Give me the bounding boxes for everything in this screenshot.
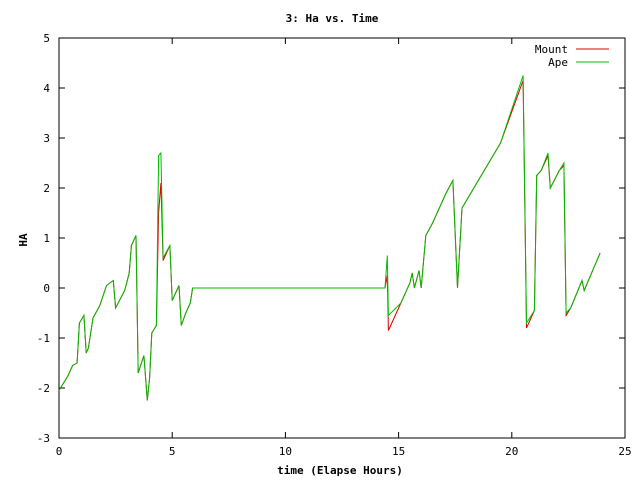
axis-ticks: 0 5 10 15 20 25 -3 -2 -1 0 1 2 3 4 5	[37, 32, 632, 458]
x-axis-label: time (Elapse Hours)	[277, 464, 403, 477]
y-axis-label: HA	[17, 233, 30, 247]
x-tick-label: 10	[279, 445, 292, 458]
x-tick-label: 25	[618, 445, 631, 458]
plot-area-border	[58, 37, 626, 439]
legend-label-ape: Ape	[548, 56, 568, 69]
series-line-ape	[58, 75, 601, 401]
x-tick-label: 5	[169, 445, 176, 458]
x-tick-label: 20	[505, 445, 518, 458]
y-tick-label: 2	[43, 182, 50, 195]
y-tick-label: -2	[37, 382, 50, 395]
x-tick-label: 0	[56, 445, 63, 458]
y-tick-label: -1	[37, 332, 50, 345]
x-tick-label: 15	[392, 445, 405, 458]
legend-label-mount: Mount	[535, 43, 568, 56]
y-tick-label: 5	[43, 32, 50, 45]
chart-title: 3: Ha vs. Time	[286, 12, 379, 25]
y-tick-label: 1	[43, 232, 50, 245]
series-line-mount	[58, 80, 601, 401]
y-tick-label: 4	[43, 82, 50, 95]
y-tick-label: -3	[37, 432, 50, 445]
series-group	[58, 75, 601, 401]
y-tick-label: 3	[43, 132, 50, 145]
y-tick-label: 0	[43, 282, 50, 295]
